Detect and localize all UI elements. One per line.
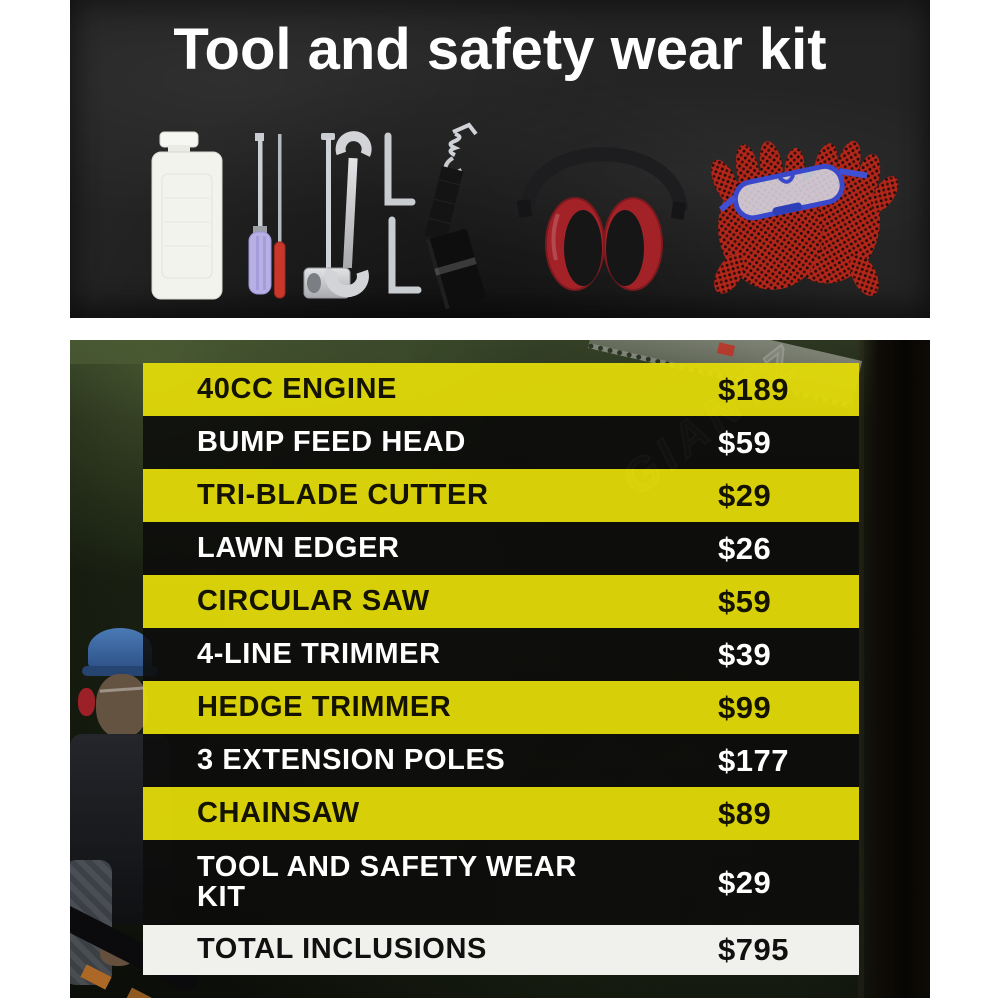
- item-price: $177: [718, 742, 789, 778]
- total-price: $795: [718, 932, 789, 967]
- hero-section: Tool and safety wear kit: [70, 0, 930, 318]
- tree-trunk-edge: [858, 340, 864, 998]
- table-row: CIRCULAR SAW $59: [143, 575, 859, 628]
- item-price: $189: [718, 371, 789, 407]
- round-file-photo: [274, 134, 286, 299]
- table-row: HEDGE TRIMMER $99: [143, 681, 859, 734]
- item-label: TOOL AND SAFETY WEAR KIT: [197, 850, 577, 913]
- table-row-total: TOTAL INCLUSIONS $795: [143, 925, 859, 975]
- tree-trunk: [858, 340, 930, 998]
- item-price: $59: [718, 583, 772, 619]
- item-price: $99: [718, 689, 772, 725]
- pricing-section: GIANTZ 40CC ENGINE $189 BUMP F: [70, 340, 930, 998]
- price-table: 40CC ENGINE $189 BUMP FEED HEAD $59 TRI-…: [143, 363, 859, 975]
- item-label: 3 EXTENSION POLES: [197, 743, 506, 776]
- table-row: 3 EXTENSION POLES $177: [143, 734, 859, 787]
- hex-keys-photo: [384, 132, 422, 294]
- pole-strap-2: [126, 987, 152, 998]
- item-price: $59: [718, 424, 772, 460]
- item-price: $26: [718, 530, 772, 566]
- fuel-bottle-photo: [151, 131, 223, 300]
- product-photo-strip: [151, 122, 899, 310]
- item-label: CIRCULAR SAW: [197, 584, 430, 617]
- item-price: $89: [718, 795, 772, 831]
- worker-earmuff: [78, 688, 95, 716]
- table-row: TOOL AND SAFETY WEAR KIT $29: [143, 840, 859, 925]
- hard-hat-brim: [82, 666, 158, 676]
- table-row: LAWN EDGER $26: [143, 522, 859, 575]
- item-label: 4-LINE TRIMMER: [197, 637, 441, 670]
- spanner-photo: [324, 131, 372, 298]
- hard-hat: [88, 628, 152, 672]
- table-row: CHAINSAW $89: [143, 787, 859, 840]
- worker-face: [96, 674, 148, 738]
- screwdriver-photo: [248, 133, 272, 295]
- ear-muffs-photo: [516, 147, 688, 291]
- item-label: CHAINSAW: [197, 796, 360, 829]
- item-label: HEDGE TRIMMER: [197, 690, 452, 723]
- item-price: $29: [718, 477, 772, 513]
- item-label: TRI-BLADE CUTTER: [197, 478, 489, 511]
- page-title: Tool and safety wear kit: [173, 17, 827, 82]
- table-row: 4-LINE TRIMMER $39: [143, 628, 859, 681]
- item-label: LAWN EDGER: [197, 531, 400, 564]
- item-label: 40CC ENGINE: [197, 372, 397, 405]
- table-row: TRI-BLADE CUTTER $29: [143, 469, 859, 522]
- total-label: TOTAL INCLUSIONS: [197, 933, 487, 966]
- gloves-goggles-photo: [711, 140, 899, 296]
- shoulder-strap-photo: [424, 122, 486, 310]
- safety-goggles-photo: [718, 163, 868, 221]
- table-row: BUMP FEED HEAD $59: [143, 416, 859, 469]
- item-price: $39: [718, 636, 772, 672]
- item-label: BUMP FEED HEAD: [197, 425, 466, 458]
- table-row: 40CC ENGINE $189: [143, 363, 859, 416]
- item-price: $29: [718, 864, 772, 900]
